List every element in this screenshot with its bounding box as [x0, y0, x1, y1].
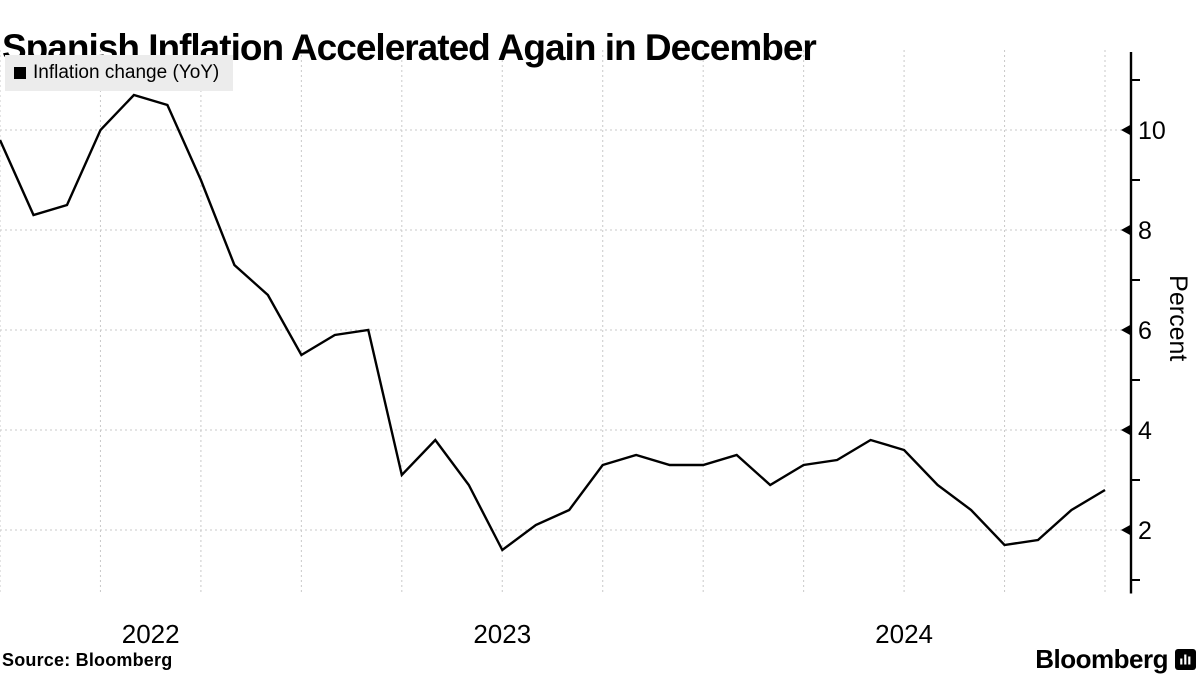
- svg-text:Percent: Percent: [1164, 275, 1192, 361]
- svg-text:8: 8: [1138, 217, 1152, 245]
- svg-text:2: 2: [1138, 517, 1152, 545]
- legend-swatch-icon: [14, 67, 26, 79]
- bar-chart-icon: [1175, 649, 1196, 670]
- bloomberg-logo: Bloomberg: [1035, 644, 1196, 675]
- source-note: Source: Bloomberg: [2, 650, 173, 670]
- svg-text:2023: 2023: [473, 619, 531, 649]
- bloomberg-wordmark: Bloomberg: [1035, 644, 1168, 674]
- svg-text:10: 10: [1138, 117, 1166, 145]
- svg-text:6: 6: [1138, 317, 1152, 345]
- svg-text:2022: 2022: [122, 619, 180, 649]
- svg-text:2024: 2024: [875, 619, 933, 649]
- svg-text:4: 4: [1138, 417, 1152, 445]
- legend: Inflation change (YoY): [5, 55, 234, 91]
- legend-label: Inflation change (YoY): [33, 62, 220, 83]
